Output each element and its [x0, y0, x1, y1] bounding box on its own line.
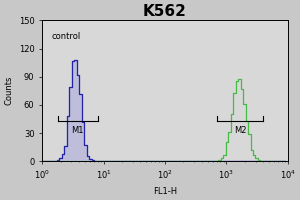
Text: control: control — [51, 32, 80, 41]
Title: K562: K562 — [143, 4, 187, 19]
Text: M1: M1 — [71, 126, 84, 135]
Y-axis label: Counts: Counts — [4, 76, 13, 105]
X-axis label: FL1-H: FL1-H — [153, 187, 177, 196]
Text: M2: M2 — [234, 126, 246, 135]
